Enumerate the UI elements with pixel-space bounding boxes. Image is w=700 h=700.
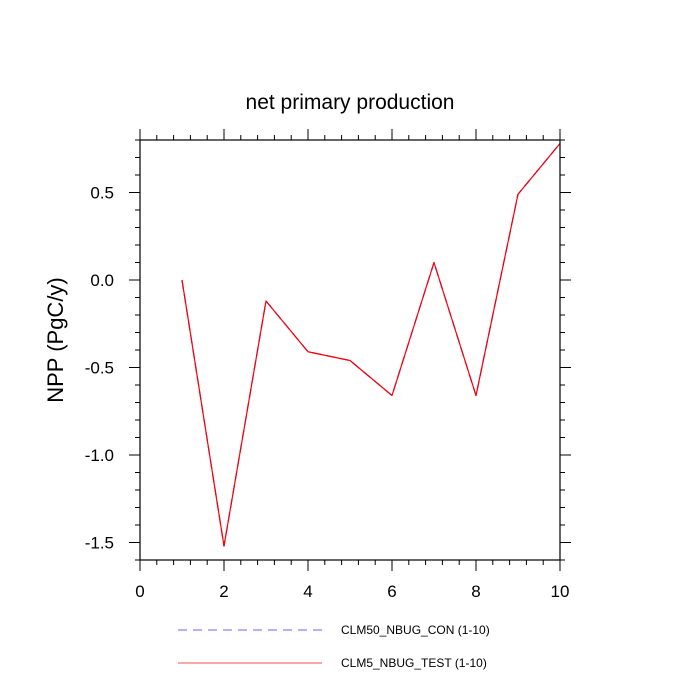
legend: CLM50_NBUG_CON (1-10) CLM5_NBUG_TEST (1-1… xyxy=(178,623,490,670)
y-tick-label: 0.0 xyxy=(90,271,114,290)
x-tick-label: 0 xyxy=(135,582,144,601)
plot-frame xyxy=(139,139,561,561)
series-lines xyxy=(181,143,561,547)
series-line-2 xyxy=(181,143,561,547)
legend-label: CLM50_NBUG_CON (1-10) xyxy=(341,623,490,637)
x-tick-label: 4 xyxy=(303,582,312,601)
y-tick-label: -1.0 xyxy=(85,446,114,465)
legend-label: CLM5_NBUG_TEST (1-10) xyxy=(341,656,487,670)
y-tick-label: 0.5 xyxy=(90,184,114,203)
y-tick-label: -1.5 xyxy=(85,534,114,553)
x-tick-label: 10 xyxy=(551,582,570,601)
y-tick-label: -0.5 xyxy=(85,359,114,378)
x-tick-label: 2 xyxy=(219,582,228,601)
axis-ticks xyxy=(129,129,571,571)
x-tick-label: 8 xyxy=(471,582,480,601)
axis-tick-labels: 0 2 4 6 8 10 -1.5 -1.0 -0.5 0.0 0.5 xyxy=(85,184,570,602)
y-axis-label: NPP (PgC/y) xyxy=(43,277,68,403)
series-line-1 xyxy=(181,143,561,547)
chart-title: net primary production xyxy=(246,91,455,114)
x-tick-label: 6 xyxy=(387,582,396,601)
